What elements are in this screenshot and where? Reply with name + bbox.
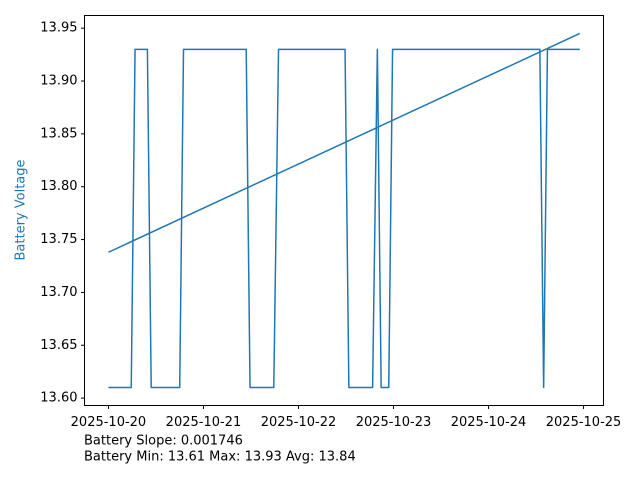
x-tick-label: 2025-10-20 (71, 415, 147, 430)
annotation: Battery Slope: 0.001746 (84, 434, 243, 449)
y-tick-label: 13.85 (40, 126, 77, 141)
y-tick-label: 13.95 (40, 21, 77, 36)
x-tick-label: 2025-10-23 (356, 415, 432, 430)
annotation: Battery Min: 13.61 Max: 13.93 Avg: 13.84 (84, 450, 356, 465)
axes-frame (84, 15, 604, 406)
y-tick-label: 13.60 (40, 391, 77, 406)
y-tick-label: 13.90 (40, 74, 77, 89)
y-tick-label: 13.70 (40, 285, 77, 300)
x-tick-label: 2025-10-24 (451, 415, 527, 430)
data-line (108, 32, 581, 253)
data-line (108, 48, 580, 389)
y-axis-label: Battery Voltage (14, 159, 29, 260)
y-tick-label: 13.75 (40, 232, 77, 247)
x-tick-label: 2025-10-25 (546, 415, 622, 430)
plot-area (108, 32, 581, 389)
x-tick-label: 2025-10-22 (261, 415, 337, 430)
y-tick-label: 13.80 (40, 179, 77, 194)
x-tick-label: 2025-10-21 (166, 415, 242, 430)
y-tick-label: 13.65 (40, 338, 77, 353)
